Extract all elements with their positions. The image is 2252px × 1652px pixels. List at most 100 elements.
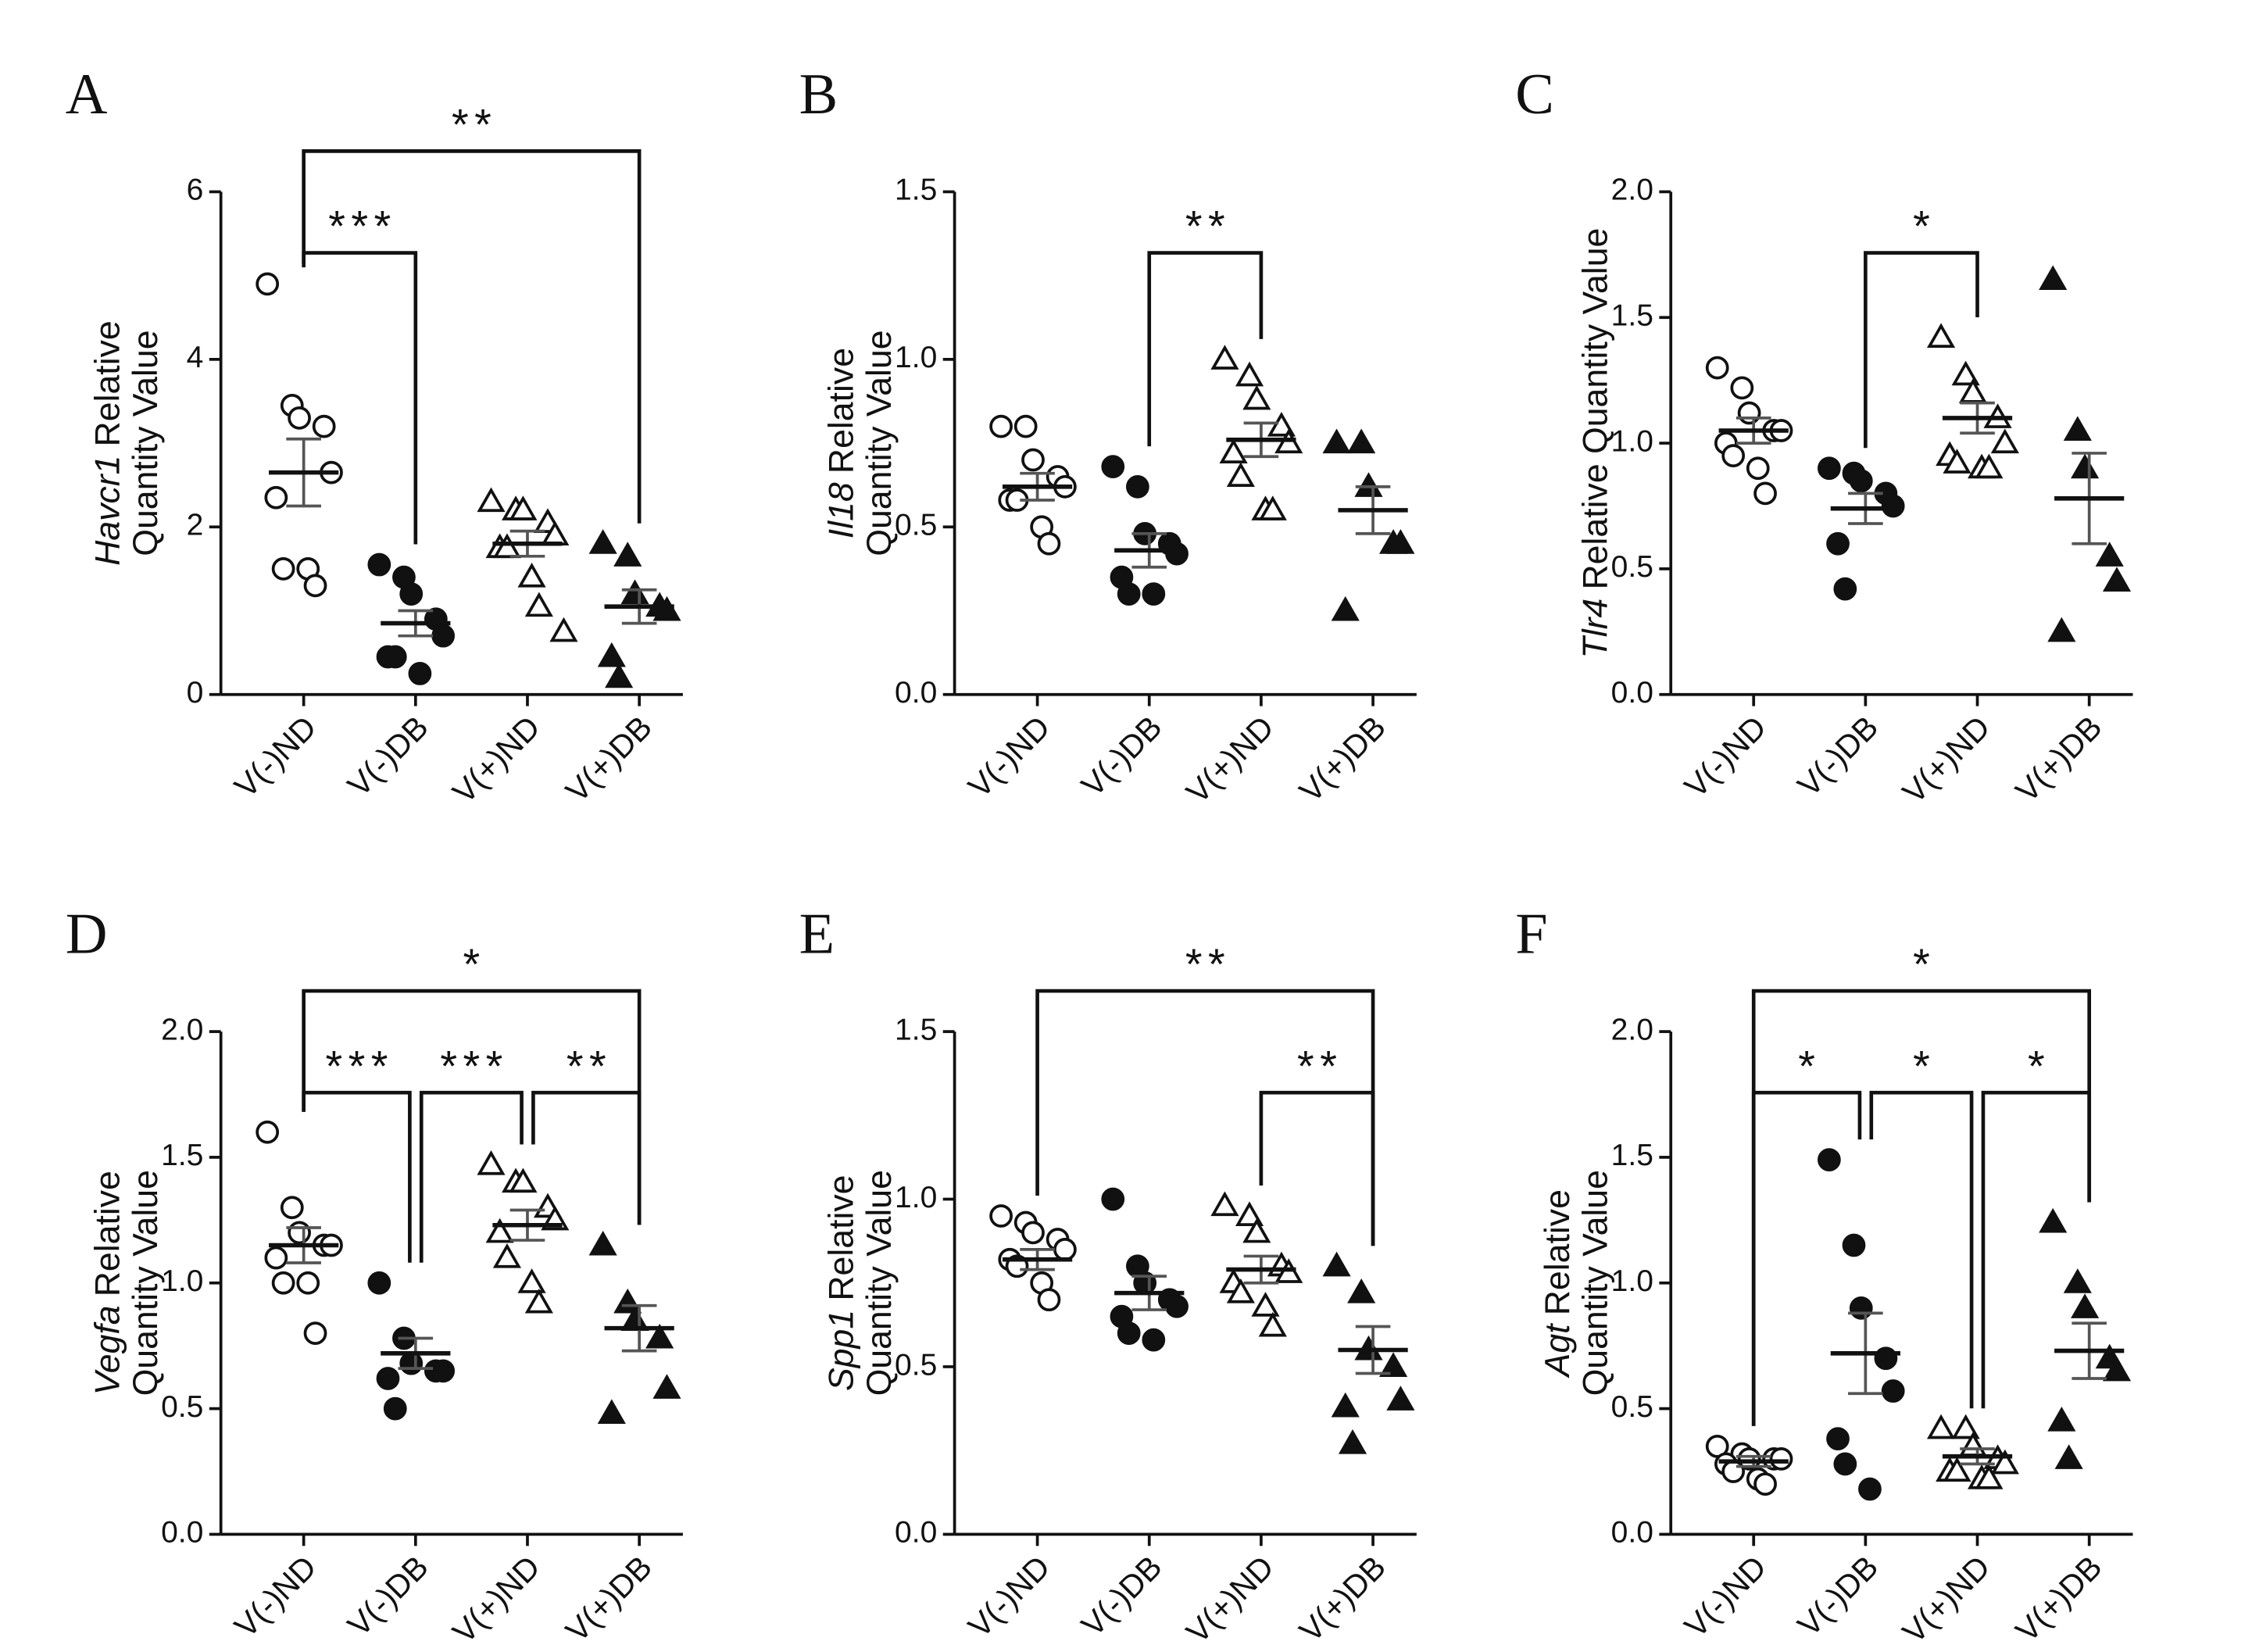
- panel: F Agt Relative Quantity Value 0.0 0.5 1.0 1.5 2.…: [1515, 903, 2133, 1650]
- panel-letter: E: [799, 903, 835, 967]
- y-axis-label: Spp1 Relative: [822, 1175, 860, 1391]
- y-axis-label-text: Relative: [1539, 1189, 1577, 1315]
- data-point: [367, 552, 391, 577]
- y-axis-label: Quantity Value: [127, 1170, 165, 1396]
- data-point: [1818, 1148, 1841, 1172]
- data-point: [264, 485, 288, 510]
- significance-bracket: [1751, 989, 2092, 1426]
- data-point: [1881, 1379, 1905, 1403]
- data-point: [605, 663, 634, 688]
- data-point: [1219, 438, 1248, 463]
- data-point: [1943, 449, 1971, 474]
- data-point: [1730, 376, 1754, 400]
- x-tick-label: V(-)ND: [961, 1549, 1056, 1644]
- y-tick-label: 2: [187, 509, 204, 542]
- x-tick-label: V(-)ND: [227, 709, 323, 804]
- panel-letter: C: [1515, 63, 1554, 127]
- x-tick-label: V(-)DB: [341, 1549, 435, 1643]
- data-point: [989, 1204, 1013, 1228]
- significance-label: **: [1297, 1042, 1342, 1090]
- significance-label: ***: [328, 202, 396, 251]
- data-point: [1826, 531, 1850, 556]
- y-tick-label: 1.5: [161, 1139, 203, 1172]
- data-point: [1379, 1352, 1408, 1377]
- data-point: [1849, 1296, 1873, 1320]
- data-point: [645, 1323, 674, 1349]
- data-point: [2071, 453, 2100, 479]
- data-point: [1021, 448, 1045, 472]
- y-tick-label: 0.5: [1611, 550, 1653, 584]
- y-axis-label: Il18 Relative: [822, 348, 860, 538]
- y-axis-label-text: Relative Quantity Value: [1576, 228, 1614, 590]
- data-point: [517, 563, 546, 588]
- data-point: [264, 1246, 288, 1270]
- y-axis-gene: Il18: [822, 482, 860, 538]
- significance-bracket: [1259, 1090, 1375, 1246]
- x-tick-label: V(+)DB: [1292, 709, 1392, 809]
- data-point: [613, 542, 642, 567]
- data-point: [1990, 1449, 2019, 1475]
- data-point: [1753, 1472, 1777, 1496]
- data-point: [408, 662, 432, 685]
- data-point: [1242, 1218, 1271, 1243]
- significance-bracket: [419, 1090, 524, 1263]
- data-point: [1117, 582, 1141, 606]
- data-point: [1833, 1452, 1857, 1476]
- panel-letter: A: [66, 63, 108, 127]
- y-tick-label: 0.5: [895, 509, 937, 542]
- x-tick-label: V(-)DB: [1790, 1549, 1885, 1643]
- data-point: [1386, 529, 1415, 554]
- data-point: [1053, 1237, 1077, 1261]
- panel: E Spp1 Relative Quantity Value 0.0 0.5 1.0 1.5 V…: [799, 903, 1417, 1650]
- y-axis-gene: Spp1: [822, 1310, 860, 1391]
- data-point: [1849, 469, 1873, 493]
- significance-label: **: [1185, 940, 1231, 989]
- data-point: [1101, 455, 1125, 478]
- data-point: [1881, 494, 1905, 518]
- data-point: [1267, 412, 1296, 437]
- data-point: [1746, 456, 1770, 481]
- x-tick-label: V(-)ND: [1678, 1549, 1773, 1644]
- panel-letter: F: [1515, 903, 1547, 967]
- data-point: [652, 1374, 681, 1399]
- data-point: [1347, 1278, 1376, 1303]
- significance-bracket: [1864, 251, 1979, 449]
- data-point: [1842, 1233, 1866, 1257]
- x-tick-label: V(+)ND: [1179, 709, 1281, 810]
- data-point: [383, 1396, 407, 1421]
- significance-bracket: [1869, 1090, 1974, 1409]
- data-point: [509, 1167, 538, 1193]
- x-tick-label: V(+)ND: [445, 709, 547, 810]
- y-tick-label: 0.5: [161, 1390, 203, 1424]
- panel-letter: D: [66, 903, 108, 967]
- data-point: [1943, 1457, 1971, 1482]
- data-point: [1926, 323, 1956, 348]
- x-tick-label: V(-)ND: [961, 709, 1056, 804]
- data-point: [524, 1288, 553, 1314]
- y-axis-gene: Vegfa: [89, 1305, 127, 1395]
- data-point: [989, 414, 1013, 438]
- y-axis-label-text: Relative: [822, 348, 860, 474]
- data-point: [1322, 428, 1351, 454]
- significance-label: **: [452, 100, 497, 148]
- data-point: [1037, 1288, 1061, 1312]
- y-axis-label: Agt Relative: [1539, 1189, 1577, 1378]
- x-tick-label: V(+)DB: [2009, 1549, 2109, 1649]
- y-axis-label-text: Relative: [89, 1171, 127, 1296]
- data-point: [1721, 1460, 1746, 1483]
- y-tick-label: 1.5: [895, 1013, 937, 1046]
- y-axis-gene: Tlr4: [1576, 599, 1614, 659]
- data-point: [376, 1367, 400, 1390]
- significance-bracket: [1751, 1090, 1862, 1426]
- data-point: [1142, 582, 1166, 606]
- data-point: [383, 645, 407, 669]
- y-tick-label: 0.0: [1611, 676, 1653, 710]
- significance-bracket: [302, 989, 642, 1225]
- x-tick-label: V(-)DB: [1074, 1549, 1169, 1643]
- data-point: [1165, 1294, 1189, 1318]
- data-point: [524, 592, 553, 617]
- data-point: [1705, 356, 1729, 380]
- x-tick-label: V(-)ND: [1678, 709, 1773, 804]
- data-point: [367, 1271, 391, 1295]
- panel: C Tlr4 Relative Quantity Value 0.0 0.5 1.0 1.5…: [1515, 63, 2133, 810]
